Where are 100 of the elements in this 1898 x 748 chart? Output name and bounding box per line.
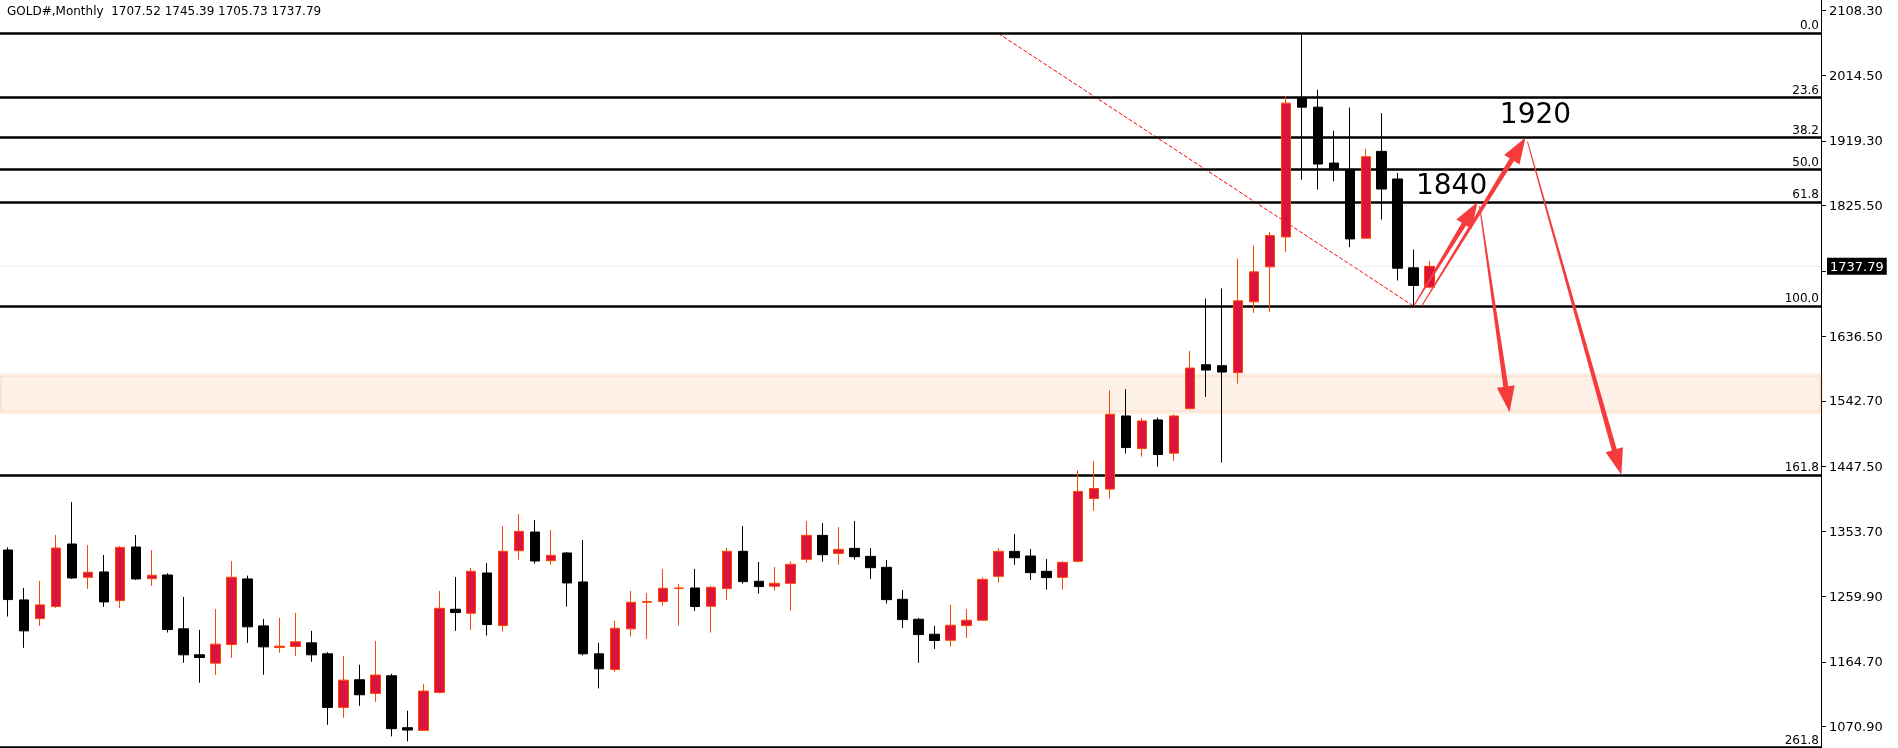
candlestick	[897, 589, 908, 629]
candlestick	[722, 547, 732, 601]
candlestick	[658, 568, 668, 607]
y-tick-label: 1636.50	[1829, 328, 1883, 344]
candlestick	[578, 539, 588, 656]
candlestick	[1169, 413, 1179, 462]
candlestick	[913, 617, 924, 664]
candlestick	[865, 547, 876, 580]
candlestick	[338, 655, 349, 719]
candlestick	[1137, 417, 1147, 458]
annotation: 100.0	[1784, 291, 1819, 306]
candlestick	[131, 534, 141, 581]
candlestick	[674, 583, 684, 627]
candlestick	[785, 560, 796, 612]
candlestick	[514, 513, 524, 561]
y-tick-label: 1447.50	[1829, 459, 1883, 475]
y-tick-label: 2014.50	[1829, 67, 1883, 83]
candlestick	[242, 575, 253, 644]
candlestick	[642, 592, 652, 640]
candlestick	[1249, 245, 1259, 314]
candlestick	[690, 568, 700, 612]
candlestick	[147, 549, 157, 587]
candlestick	[290, 612, 301, 657]
annotation: 261.8	[1784, 732, 1819, 747]
chart-title: GOLD#,Monthly 1707.52 1745.39 1705.73 1737.79	[7, 4, 322, 18]
candlestick	[626, 590, 636, 638]
candlestick	[162, 572, 173, 633]
candlestick	[881, 559, 892, 605]
annotation: 61.8	[1792, 186, 1819, 201]
candlestick	[546, 529, 556, 566]
candlestick	[1025, 548, 1036, 581]
candlestick	[1153, 417, 1163, 468]
candlestick	[1073, 469, 1083, 563]
candlestick	[450, 576, 461, 632]
candlestick	[370, 640, 381, 703]
candlestick	[482, 562, 492, 637]
y-tick-label: 1070.90	[1829, 719, 1883, 735]
candlestick	[594, 642, 604, 689]
candlestick	[19, 587, 29, 649]
candlestick	[402, 710, 413, 742]
candlestick	[769, 566, 780, 592]
candlestick	[754, 561, 764, 595]
candlestick	[530, 519, 540, 565]
candlestick	[115, 545, 125, 609]
candlestick	[354, 664, 365, 707]
candlestick	[929, 625, 940, 650]
candlestick	[51, 534, 61, 609]
candlestick	[961, 608, 972, 639]
y-tick-label: 1825.50	[1829, 198, 1883, 214]
candlestick	[1057, 560, 1068, 591]
candlestick	[1041, 558, 1052, 591]
candlestick	[418, 683, 429, 731]
candlestick	[1281, 95, 1291, 253]
candlestick	[178, 596, 189, 664]
candlestick	[1233, 258, 1243, 385]
candlestick	[258, 618, 269, 676]
y-tick-label: 1164.70	[1829, 654, 1883, 670]
annotation: 1920	[1499, 97, 1572, 131]
candlestick	[83, 544, 93, 590]
candlestick	[322, 651, 333, 726]
candlestick	[1121, 388, 1131, 455]
candlestick	[993, 547, 1004, 584]
ref-line-label: 1737.79	[1830, 258, 1884, 274]
y-tick-label: 1542.70	[1829, 393, 1883, 409]
y-tick-label: 2108.30	[1829, 2, 1883, 18]
candlestick	[306, 630, 317, 663]
candlestick	[945, 604, 956, 648]
y-tick-label: 1919.30	[1829, 133, 1883, 149]
candlestick	[706, 585, 716, 633]
candlestick	[67, 501, 77, 580]
y-tick-label: 1353.70	[1829, 523, 1883, 539]
candlestick	[562, 551, 572, 608]
candlestick	[35, 580, 45, 627]
candlestick	[1089, 460, 1099, 512]
annotation: 50.0	[1792, 154, 1819, 169]
candlestick	[833, 526, 844, 566]
candlestick	[386, 673, 397, 737]
candlestick	[1009, 533, 1020, 566]
y-tick-label: 1259.90	[1829, 588, 1883, 604]
candlestick	[3, 546, 13, 618]
annotation: 0.0	[1799, 18, 1819, 33]
candlestick	[274, 617, 285, 654]
candlestick	[610, 620, 620, 673]
candlestick	[210, 608, 221, 676]
candlestick	[1105, 389, 1115, 499]
candlestick	[466, 567, 476, 631]
candlestick	[1361, 148, 1371, 240]
annotation: 23.6	[1792, 82, 1819, 97]
candlestick	[849, 520, 860, 561]
candlestick	[226, 560, 237, 659]
candlestick	[817, 522, 828, 563]
candlestick	[498, 525, 508, 633]
candlestick	[194, 629, 205, 684]
candlestick	[1185, 350, 1195, 410]
candlestick	[1265, 231, 1275, 313]
annotation: 38.2	[1792, 122, 1819, 137]
annotation: 161.8	[1784, 459, 1819, 474]
candlestick	[434, 590, 445, 694]
candlestick	[977, 576, 988, 621]
candlestick	[738, 525, 748, 585]
